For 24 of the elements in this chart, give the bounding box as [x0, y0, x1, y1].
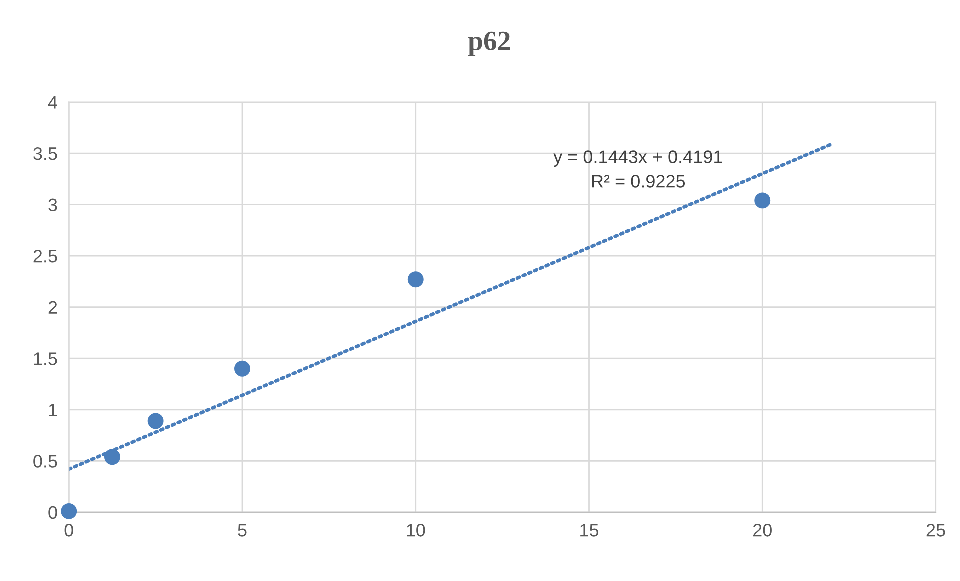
y-tick-label: 0.5 [34, 455, 58, 468]
point [754, 192, 771, 209]
point [408, 272, 424, 288]
x-tick-label: 25 [926, 524, 946, 537]
annotation: y = 0.1443x + 0.4191 [554, 150, 722, 168]
x-tick-label: 20 [753, 524, 772, 537]
y-tick-label: 1 [49, 404, 58, 416]
point [104, 449, 120, 466]
x-tick-label: 15 [580, 524, 599, 537]
y-tick-label: 0 [48, 506, 58, 520]
y-tick-label: 3.5 [34, 147, 58, 160]
point [148, 413, 164, 430]
chart-title: p62 [468, 32, 510, 56]
x-tick-label: 0 [64, 524, 74, 537]
annotation: R² = 0.9225 [592, 175, 686, 188]
y-tick-label: 3 [48, 198, 58, 212]
point [234, 360, 250, 377]
y-tick-label: 2 [48, 301, 58, 314]
y-tick-label: 2.5 [34, 250, 58, 263]
x-tick-label: 10 [407, 524, 426, 537]
point [61, 503, 78, 520]
y-tick-label: 1.5 [34, 352, 58, 366]
x-tick-label: 5 [238, 524, 247, 537]
y-tick-label: 4 [48, 96, 58, 109]
